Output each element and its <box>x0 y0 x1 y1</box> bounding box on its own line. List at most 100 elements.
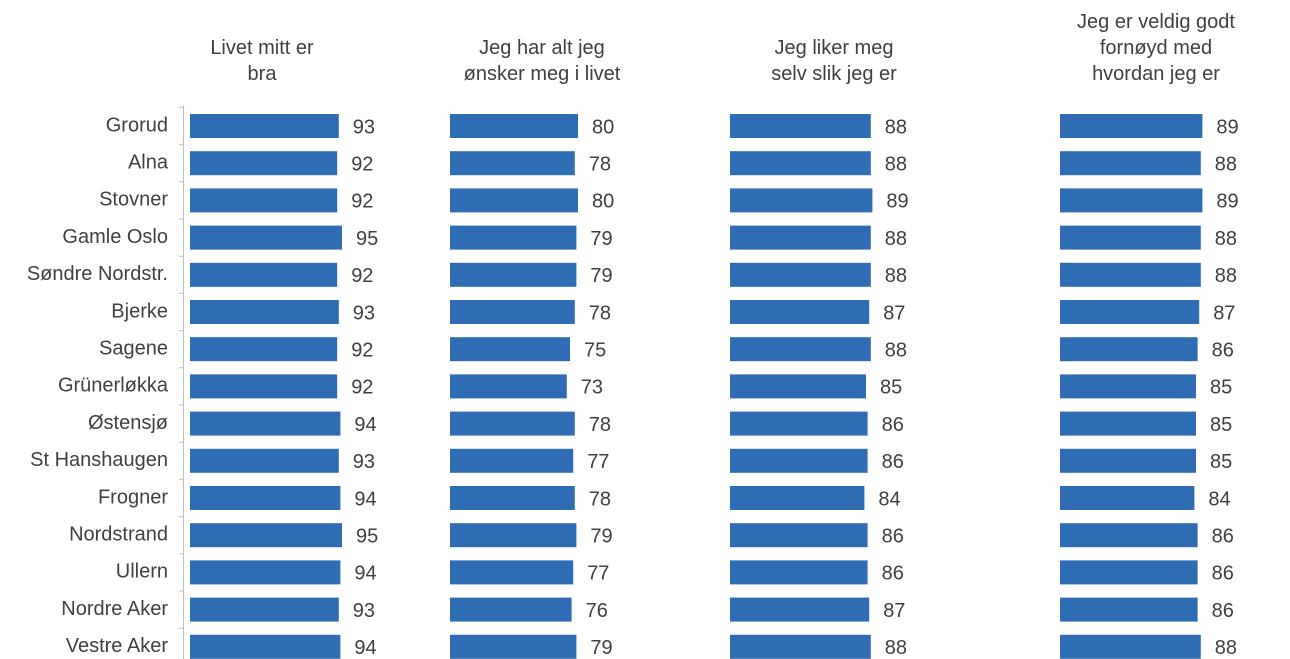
category-label: Bjerke <box>111 300 168 322</box>
bar <box>190 337 338 362</box>
data-label: 76 <box>586 600 608 622</box>
bar <box>190 225 342 250</box>
bar <box>730 486 865 510</box>
data-label: 89 <box>886 191 908 213</box>
bar <box>1060 486 1195 510</box>
bar <box>730 523 868 548</box>
data-label: 84 <box>878 488 900 510</box>
data-label: 86 <box>1212 339 1234 361</box>
data-label: 94 <box>354 414 376 436</box>
bar <box>1060 188 1203 213</box>
bar <box>730 411 868 436</box>
data-label: 88 <box>885 116 907 138</box>
bar <box>190 448 339 473</box>
data-label: 94 <box>354 637 376 659</box>
bar <box>450 634 577 659</box>
data-label: 86 <box>882 451 904 473</box>
bar <box>730 374 866 399</box>
data-label: 93 <box>353 451 375 473</box>
bar <box>450 114 578 138</box>
bar <box>730 114 871 138</box>
data-label: 86 <box>882 525 904 547</box>
category-label: Gamle Oslo <box>62 226 168 248</box>
data-label: 88 <box>885 153 907 175</box>
bar <box>1060 114 1203 138</box>
data-label: 85 <box>1210 414 1232 436</box>
bar <box>190 151 338 176</box>
bar <box>190 634 341 659</box>
data-label: 80 <box>592 191 614 213</box>
data-label: 94 <box>354 563 376 585</box>
bar <box>450 188 578 213</box>
bar <box>190 486 341 510</box>
data-label: 92 <box>351 339 373 361</box>
bar <box>450 262 577 287</box>
data-label: 77 <box>587 563 609 585</box>
bar <box>730 151 871 176</box>
data-label: 78 <box>589 488 611 510</box>
data-label: 79 <box>590 637 612 659</box>
data-label: 92 <box>351 377 373 399</box>
data-label: 87 <box>883 302 905 324</box>
data-label: 84 <box>1208 488 1230 510</box>
bar <box>1060 337 1198 362</box>
category-label: Søndre Nordstr. <box>27 263 168 285</box>
category-label: Nordstrand <box>69 523 168 545</box>
data-label: 87 <box>883 600 905 622</box>
bar <box>190 523 342 548</box>
panel-title-line: selv slik jeg er <box>771 63 897 85</box>
data-label: 86 <box>882 563 904 585</box>
panel-title-line: Jeg liker meg <box>775 37 894 59</box>
bar <box>450 523 577 548</box>
data-label: 93 <box>353 302 375 324</box>
data-label: 78 <box>589 414 611 436</box>
category-label: Grorud <box>106 114 168 136</box>
data-label: 89 <box>1216 191 1238 213</box>
data-label: 78 <box>589 153 611 175</box>
bar <box>450 448 574 473</box>
bar <box>730 634 871 659</box>
bar <box>1060 560 1198 585</box>
bar <box>1060 262 1201 287</box>
data-label: 89 <box>1216 116 1238 138</box>
category-label: Østensjø <box>88 412 168 434</box>
data-label: 80 <box>592 116 614 138</box>
panel-title-line: fornøyd med <box>1100 37 1212 59</box>
data-label: 93 <box>353 600 375 622</box>
bar <box>450 411 575 436</box>
category-label: Stovner <box>99 189 168 211</box>
bar <box>730 188 873 213</box>
data-label: 86 <box>882 414 904 436</box>
data-label: 92 <box>351 153 373 175</box>
bar <box>730 448 868 473</box>
category-label: St Hanshaugen <box>30 449 168 471</box>
data-label: 79 <box>590 228 612 250</box>
bar <box>1060 523 1198 548</box>
bar <box>190 114 339 138</box>
bar <box>190 188 338 213</box>
data-label: 92 <box>351 191 373 213</box>
data-label: 77 <box>587 451 609 473</box>
bar <box>450 225 577 250</box>
bar <box>190 597 339 622</box>
bar <box>730 337 871 362</box>
data-label: 92 <box>351 265 373 287</box>
data-label: 85 <box>1210 377 1232 399</box>
data-label: 86 <box>1212 600 1234 622</box>
bar <box>190 300 339 324</box>
bar <box>1060 374 1196 399</box>
data-label: 79 <box>590 265 612 287</box>
data-label: 88 <box>885 339 907 361</box>
data-label: 86 <box>1212 563 1234 585</box>
data-label: 93 <box>353 116 375 138</box>
bar <box>730 225 871 250</box>
bar <box>450 560 574 585</box>
category-label: Ullern <box>116 561 168 583</box>
bar <box>1060 300 1200 324</box>
bar <box>1060 225 1201 250</box>
panel-title-line: Jeg er veldig godt <box>1077 11 1235 33</box>
panel-title-line: Livet mitt er <box>210 37 314 59</box>
bar <box>450 486 575 510</box>
bar <box>1060 151 1201 176</box>
data-label: 86 <box>1212 525 1234 547</box>
